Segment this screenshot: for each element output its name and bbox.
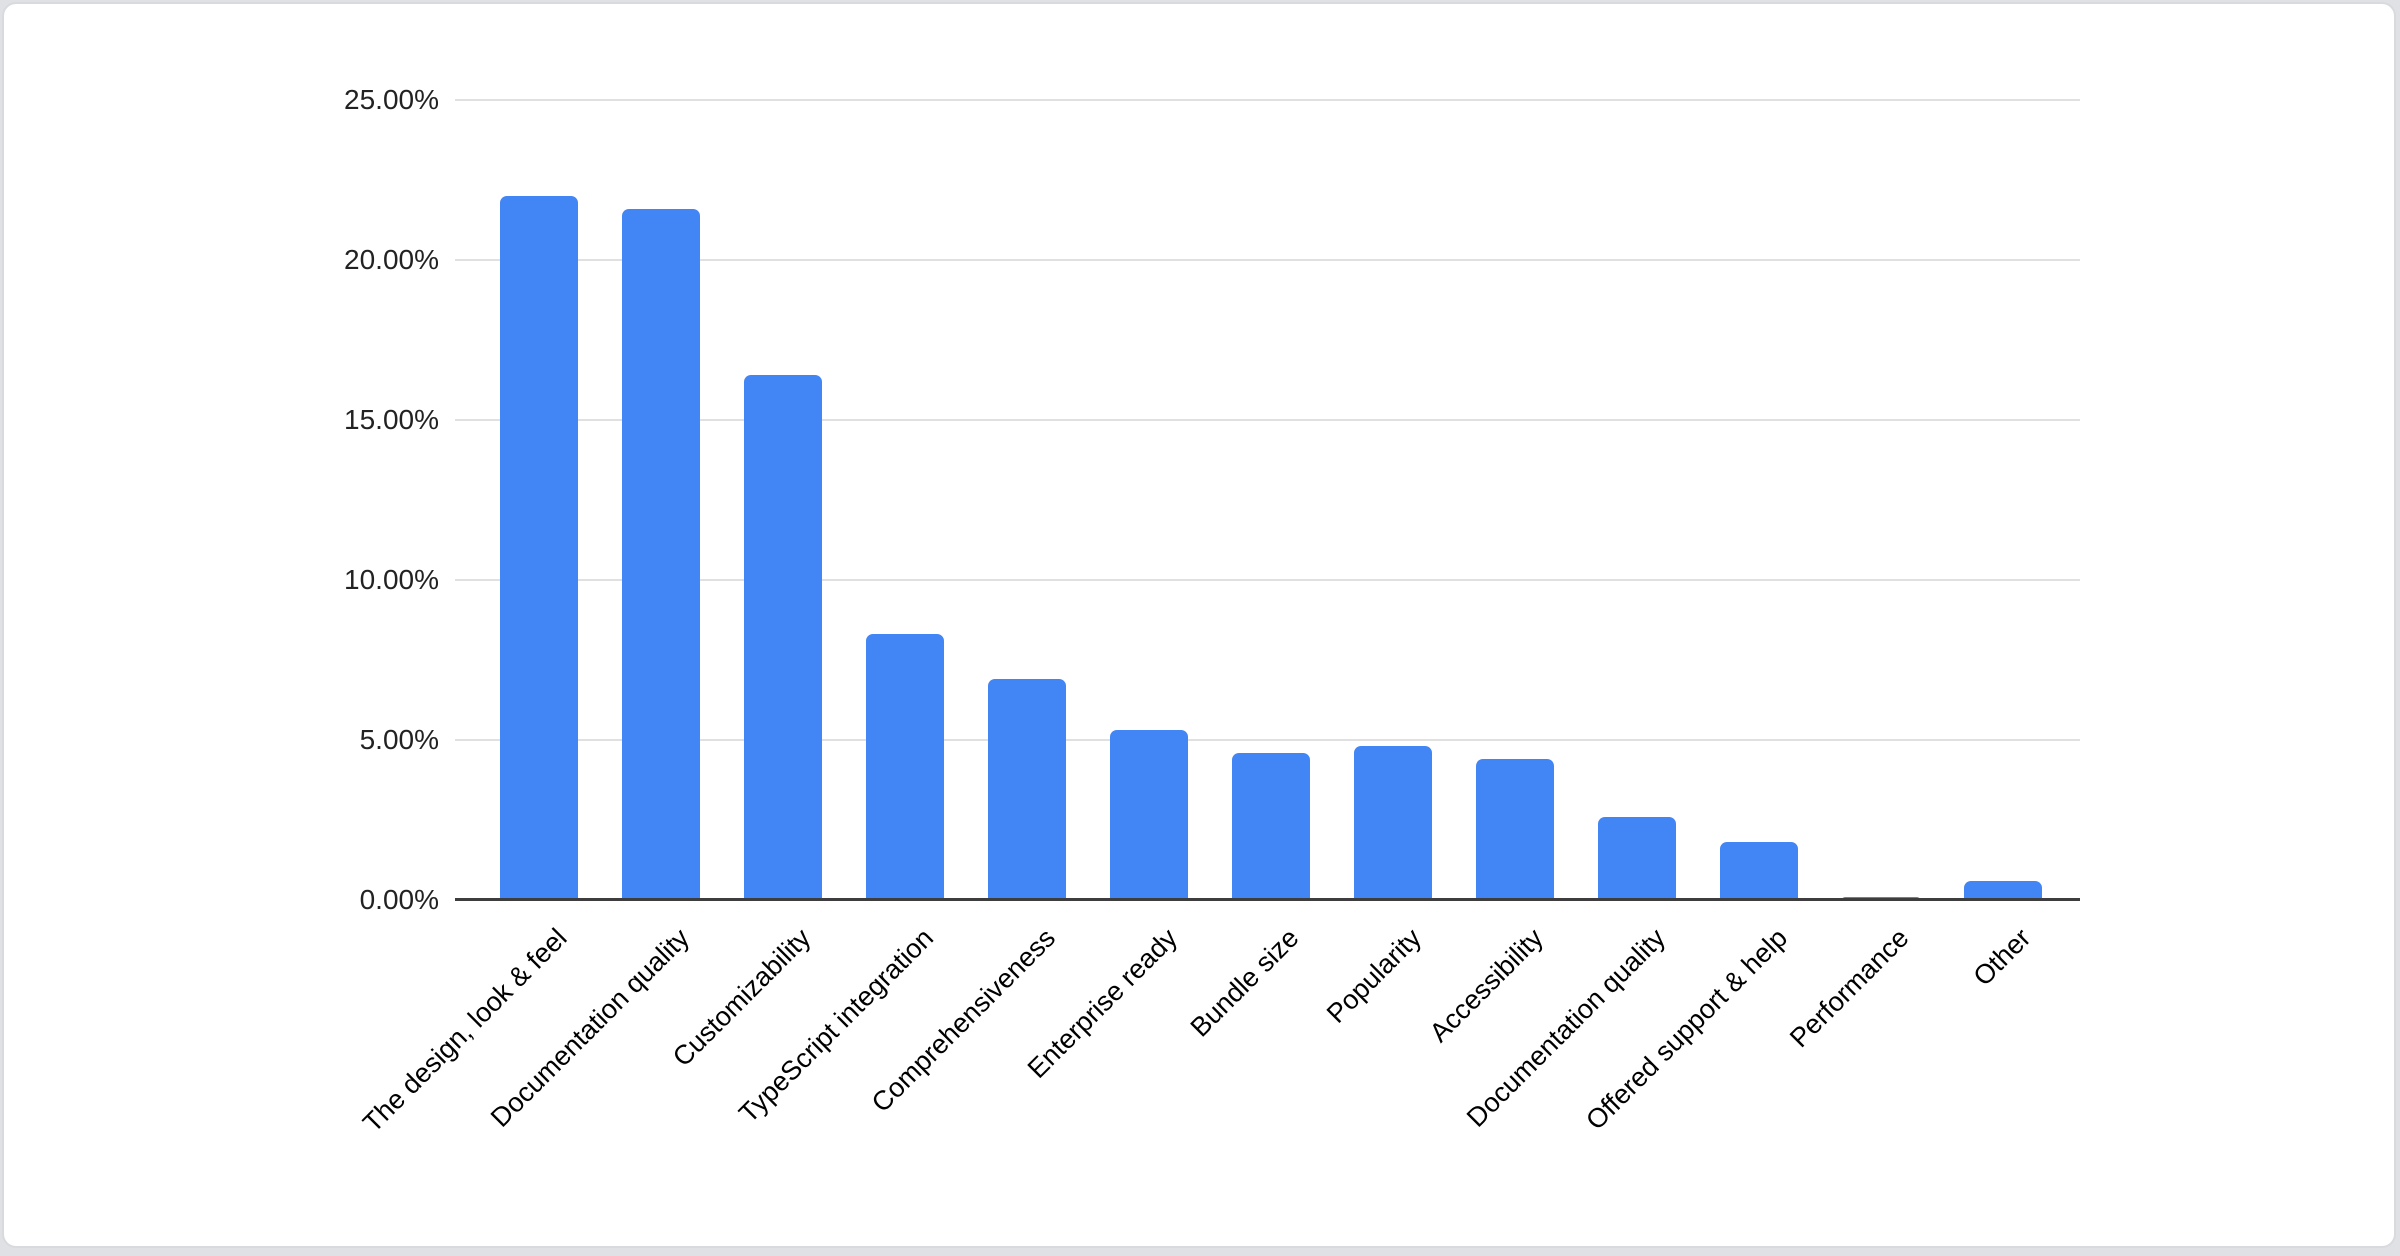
y-axis-tick-label: 0.00%	[359, 884, 439, 915]
gridline	[455, 99, 2080, 101]
bar-slot	[1576, 100, 1698, 900]
bar-slot	[1942, 100, 2064, 900]
y-axis-tick-label: 15.00%	[344, 404, 439, 435]
bar	[988, 679, 1066, 900]
bars-layer	[455, 100, 2080, 900]
gridline	[455, 579, 2080, 581]
bar	[866, 634, 944, 900]
bar	[1598, 816, 1676, 900]
y-axis-labels: 25.00% 20.00% 15.00% 10.00% 5.00% 0.00%	[4, 84, 439, 915]
x-axis-category-label: The design, look & feel	[357, 922, 573, 1139]
x-axis-category-label: Offered support & help	[1579, 922, 1793, 1136]
bar	[1110, 730, 1188, 900]
x-axis-line	[455, 898, 2080, 901]
x-axis-category-label: Performance	[1784, 922, 1915, 1054]
y-axis-tick-label: 25.00%	[344, 84, 439, 115]
y-axis-tick-label: 20.00%	[344, 244, 439, 275]
bar	[622, 208, 700, 900]
bar-slot	[1820, 100, 1942, 900]
bar	[1232, 752, 1310, 900]
bar	[1964, 880, 2042, 900]
bar	[1354, 746, 1432, 900]
bar-slot	[1698, 100, 1820, 900]
bar-chart: 25.00% 20.00% 15.00% 10.00% 5.00% 0.00% The d…	[4, 4, 2394, 1246]
x-axis-category-label: Documentation quality	[1460, 922, 1671, 1133]
x-axis-labels: The design, look & feel Documentation qua…	[357, 922, 2080, 1256]
bar	[744, 375, 822, 900]
bar-slot	[1332, 100, 1454, 900]
gridline	[455, 739, 2080, 741]
bar-slot	[1088, 100, 1210, 900]
x-axis-category-label: Bundle size	[1184, 922, 1305, 1043]
gridline	[455, 259, 2080, 261]
bar-slot	[844, 100, 966, 900]
x-axis-category-label: Popularity	[1320, 922, 1427, 1029]
bar-slot	[966, 100, 1088, 900]
bar-slot	[722, 100, 844, 900]
plot-area: The design, look & feel Documentation qua…	[357, 99, 2080, 1138]
y-axis-tick-label: 10.00%	[344, 564, 439, 595]
bar	[500, 196, 578, 900]
bar-slot	[1210, 100, 1332, 900]
y-axis-tick-label: 5.00%	[359, 724, 439, 755]
gridline	[455, 419, 2080, 421]
x-axis-category-label: Accessibility	[1423, 922, 1549, 1048]
x-axis-category-label: Other	[1967, 922, 2037, 992]
bar	[1476, 759, 1554, 900]
bar-slot	[1454, 100, 1576, 900]
bar-slot	[600, 100, 722, 900]
bar-slot	[478, 100, 600, 900]
x-axis-category-label: Documentation quality	[484, 922, 695, 1133]
bar	[1720, 842, 1798, 900]
